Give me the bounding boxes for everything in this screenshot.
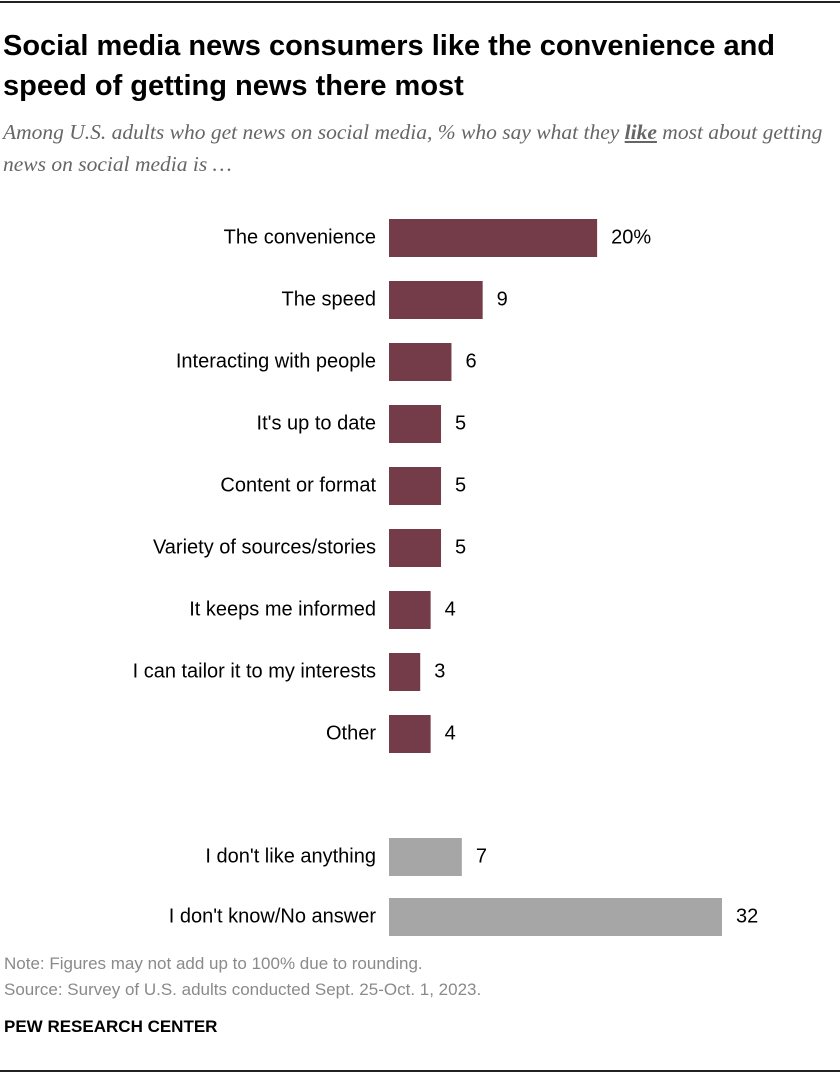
category-label: I don't like anything [205, 845, 376, 867]
value-label: 7 [476, 845, 487, 867]
bar [389, 653, 421, 691]
value-label: 5 [455, 536, 466, 558]
bar [389, 838, 462, 876]
value-label: 5 [455, 412, 466, 434]
bar [389, 529, 442, 567]
value-label: 5 [455, 474, 466, 496]
bar [389, 343, 452, 381]
category-label: It's up to date [257, 412, 376, 434]
top-rule [0, 1, 840, 3]
value-label: 20% [611, 226, 651, 248]
category-label: Content or format [220, 474, 376, 496]
value-label: 4 [445, 722, 456, 744]
bar [389, 281, 483, 319]
bar [389, 467, 442, 505]
value-label: 9 [497, 288, 508, 310]
note: Note: Figures may not add up to 100% due… [4, 954, 423, 973]
bottom-rule [0, 1070, 840, 1072]
category-label: The convenience [224, 226, 376, 248]
bar [389, 219, 598, 257]
chart-title: Social media news consumers like the con… [3, 30, 776, 102]
category-label: Other [326, 722, 376, 744]
category-label: Variety of sources/stories [153, 536, 376, 558]
source-org: PEW RESEARCH CENTER [4, 1017, 218, 1036]
bar [389, 898, 722, 936]
value-label: 4 [445, 598, 456, 620]
category-label: I can tailor it to my interests [133, 660, 376, 682]
category-label: The speed [281, 288, 376, 310]
bar [389, 715, 431, 753]
value-label: 32 [736, 905, 758, 927]
value-label: 3 [434, 660, 445, 682]
subtitle-text: Among U.S. adults who get news on social… [3, 120, 625, 144]
source: Source: Survey of U.S. adults conducted … [4, 980, 482, 999]
chart-subtitle: Among U.S. adults who get news on social… [3, 116, 833, 180]
category-label: Interacting with people [176, 350, 376, 372]
bar [389, 405, 442, 443]
bar [389, 591, 431, 629]
category-label: It keeps me informed [189, 598, 376, 620]
value-label: 6 [465, 350, 476, 372]
category-label: I don't know/No answer [169, 905, 377, 927]
subtitle-text: most about getting news on social media … [3, 120, 823, 176]
subtitle-emphasis: like [624, 120, 657, 144]
